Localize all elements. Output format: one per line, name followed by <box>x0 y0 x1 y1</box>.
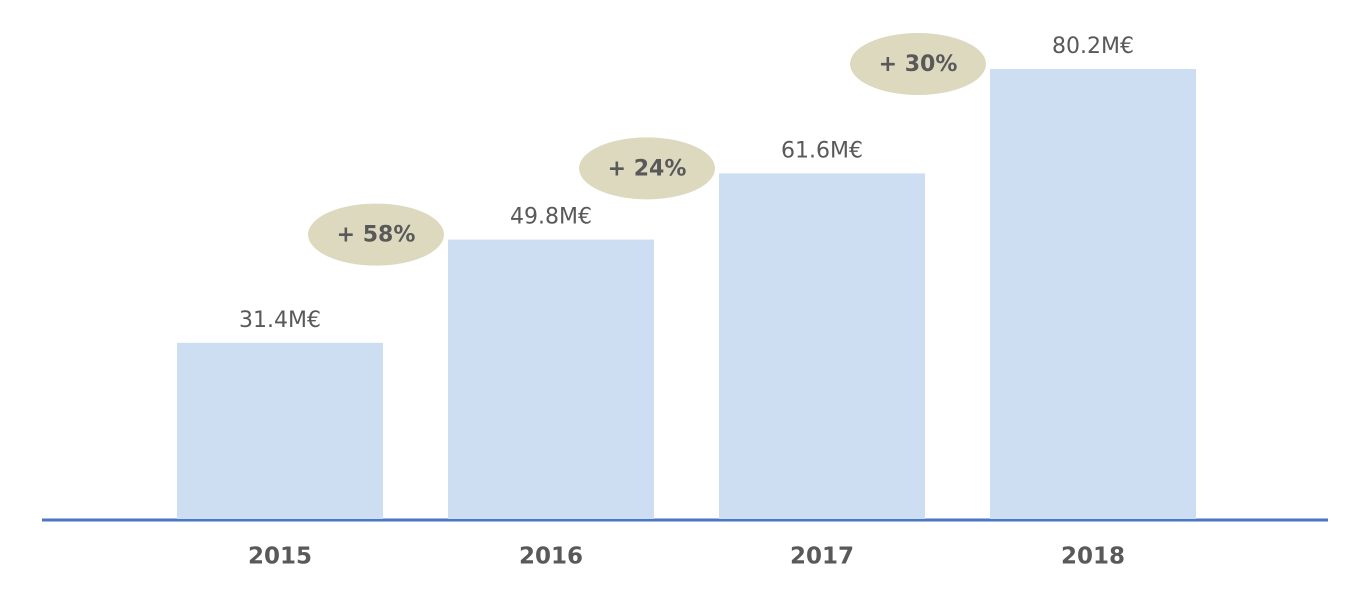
value-label: 80.2M€ <box>1052 34 1134 59</box>
growth-badge <box>308 203 444 266</box>
value-label: 49.8M€ <box>510 205 592 230</box>
growth-badge <box>579 137 715 200</box>
growth-badge <box>850 33 986 95</box>
growth-label: + 58% <box>337 223 416 248</box>
bar <box>177 342 383 519</box>
bar <box>990 69 1196 519</box>
x-tick-label: 2016 <box>519 544 583 570</box>
bar <box>719 173 925 520</box>
growth-label: + 30% <box>879 52 958 77</box>
x-tick-label: 2015 <box>248 544 312 570</box>
x-tick-label: 2017 <box>790 544 854 570</box>
value-label: 31.4M€ <box>239 308 321 333</box>
value-label: 61.6M€ <box>781 138 863 163</box>
growth-label: + 24% <box>608 156 687 181</box>
x-tick-label: 2018 <box>1061 544 1125 570</box>
bar <box>448 239 654 520</box>
